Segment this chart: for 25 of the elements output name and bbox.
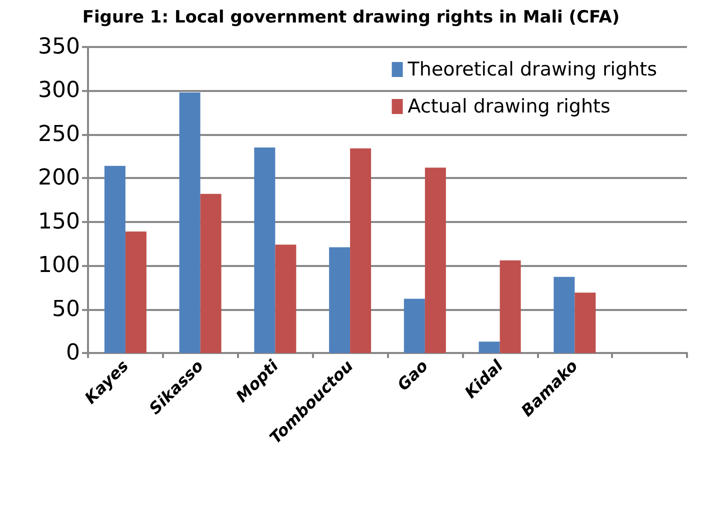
y-tick-label: 250 bbox=[38, 122, 80, 147]
bar bbox=[424, 168, 446, 353]
bar bbox=[254, 148, 276, 353]
y-tick-label: 0 bbox=[66, 340, 80, 366]
legend-label: Actual drawing rights bbox=[408, 96, 610, 118]
bar bbox=[104, 166, 126, 353]
legend-label: Theoretical drawing rights bbox=[406, 58, 658, 80]
y-tick-label: 200 bbox=[38, 166, 80, 191]
bar bbox=[500, 260, 521, 353]
bar bbox=[329, 247, 350, 353]
bar bbox=[574, 292, 596, 353]
chart-title: Figure 1: Local government drawing rights in Mali (CFA) bbox=[82, 8, 620, 28]
bar bbox=[478, 342, 500, 353]
bar bbox=[275, 244, 296, 353]
bar bbox=[554, 276, 575, 353]
bar bbox=[404, 298, 425, 353]
bar bbox=[350, 148, 372, 353]
y-tick-label: 150 bbox=[38, 209, 80, 234]
y-tick-label: 100 bbox=[38, 253, 80, 278]
y-tick-label: 300 bbox=[38, 78, 80, 104]
y-tick-label: 50 bbox=[52, 296, 80, 322]
bar bbox=[179, 92, 200, 353]
y-tick-label: 350 bbox=[38, 34, 80, 60]
bar bbox=[200, 194, 222, 353]
bar bbox=[125, 231, 146, 353]
